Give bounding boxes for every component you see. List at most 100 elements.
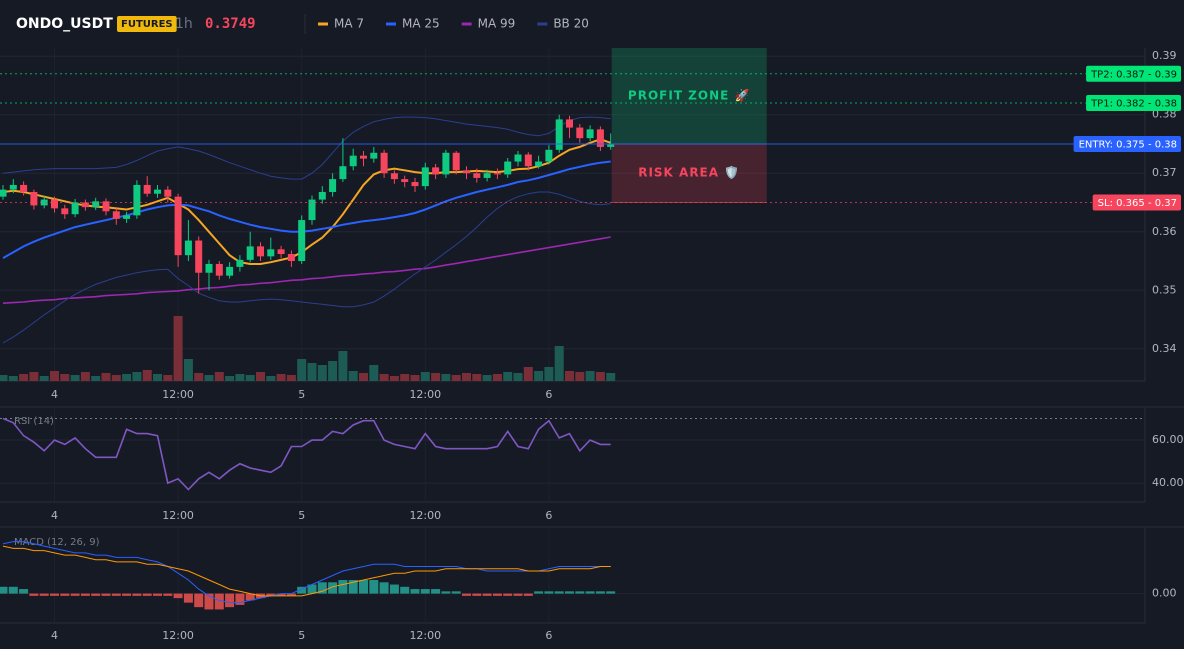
histogram-bar <box>338 580 348 594</box>
candle-body <box>51 199 58 209</box>
volume-bar <box>183 359 193 381</box>
histogram-bar <box>513 593 523 596</box>
volume-bar <box>451 375 461 381</box>
volume-bar <box>328 361 338 381</box>
histogram-bar <box>91 593 101 596</box>
histogram-bar <box>523 593 533 596</box>
volume-bar <box>29 372 39 381</box>
volume-bar <box>389 376 399 381</box>
candle-body <box>308 199 316 221</box>
panel-title: MACD (12, 26, 9) <box>14 537 100 548</box>
x-tick-label: 6 <box>545 509 552 522</box>
volume-bar <box>297 359 307 381</box>
symbol: ONDO_USDT <box>16 16 113 32</box>
histogram-bar <box>462 593 471 596</box>
histogram-bar <box>19 589 29 594</box>
y-tick-label: 0.39 <box>1152 49 1177 62</box>
volume-bar <box>503 372 513 381</box>
x-tick-label: 12:00 <box>162 509 194 522</box>
volume-bar <box>534 371 544 381</box>
candle-body <box>267 249 275 257</box>
x-tick-label: 12:00 <box>162 629 194 642</box>
candle-body <box>277 249 285 255</box>
histogram-bar <box>39 593 49 596</box>
histogram-bar <box>194 593 204 608</box>
histogram-bar <box>431 589 441 594</box>
candle-body <box>102 201 110 212</box>
volume-bar <box>472 374 482 381</box>
histogram-bar <box>554 591 564 594</box>
histogram-bar <box>328 582 338 594</box>
volume-bar <box>204 375 214 381</box>
candle-body <box>349 155 357 167</box>
candle-body <box>154 189 161 194</box>
candle-body <box>452 152 460 171</box>
candle-body <box>287 254 295 262</box>
candle-body <box>81 202 89 208</box>
volume-bar <box>8 376 18 381</box>
candle-body <box>483 173 491 178</box>
candle-body <box>246 246 254 260</box>
candle-body <box>164 189 172 197</box>
volume-bar <box>565 371 574 381</box>
candle-body <box>92 201 100 208</box>
macd-line <box>2 545 611 597</box>
histogram-bar <box>266 593 276 596</box>
volume-bar <box>317 365 327 381</box>
histogram-bar <box>214 593 224 610</box>
candle-body <box>370 152 378 159</box>
candle-body <box>257 246 264 257</box>
volume-bar <box>441 374 451 381</box>
histogram-bar <box>369 580 379 594</box>
candle-body <box>576 127 584 139</box>
x-tick-label: 5 <box>298 509 305 522</box>
volume-bar <box>214 372 224 381</box>
volume-bar <box>348 371 358 381</box>
candle-body <box>0 189 7 197</box>
candle-body <box>112 211 120 219</box>
volume-bar <box>111 375 121 381</box>
legend-label: MA 25 <box>402 17 440 31</box>
histogram-bar <box>359 580 368 594</box>
histogram-bar <box>142 593 152 596</box>
candle-body <box>123 215 131 219</box>
y-tick-label: 0.35 <box>1152 283 1177 296</box>
candle-body <box>226 266 234 276</box>
histogram-bar <box>451 591 461 594</box>
candle-body <box>473 173 481 178</box>
histogram-bar <box>307 584 317 594</box>
histogram-bar <box>132 593 142 596</box>
zone <box>611 48 767 144</box>
histogram-bar <box>297 586 307 594</box>
histogram-bar <box>225 593 235 608</box>
volume-bar <box>420 372 430 381</box>
volume-bar <box>153 374 162 381</box>
histogram-bar <box>410 589 420 594</box>
volume-bar <box>379 374 389 381</box>
candle-body <box>411 182 419 187</box>
legend-label: MA 99 <box>478 17 516 31</box>
x-tick-label: 5 <box>298 388 305 401</box>
panel-title: RSI (14) <box>14 416 54 427</box>
histogram-bar <box>101 593 111 596</box>
histogram-bar <box>565 591 574 594</box>
candle-body <box>504 161 512 175</box>
volume-bar <box>585 371 595 381</box>
histogram-bar <box>585 591 595 594</box>
histogram-bar <box>276 593 286 596</box>
histogram-bar <box>400 586 410 594</box>
volume-bar <box>544 367 554 381</box>
volume-bar <box>575 372 585 381</box>
level-label: SL: 0.365 - 0.37 <box>1098 198 1177 209</box>
histogram-bar <box>173 593 183 599</box>
histogram-bar <box>122 593 132 596</box>
ma-line <box>2 236 611 304</box>
histogram-bar <box>472 593 482 596</box>
volume-bar <box>19 374 29 381</box>
candle-body <box>555 119 563 150</box>
x-tick-label: 12:00 <box>409 388 441 401</box>
histogram-bar <box>606 591 616 594</box>
histogram-bar <box>317 582 327 594</box>
